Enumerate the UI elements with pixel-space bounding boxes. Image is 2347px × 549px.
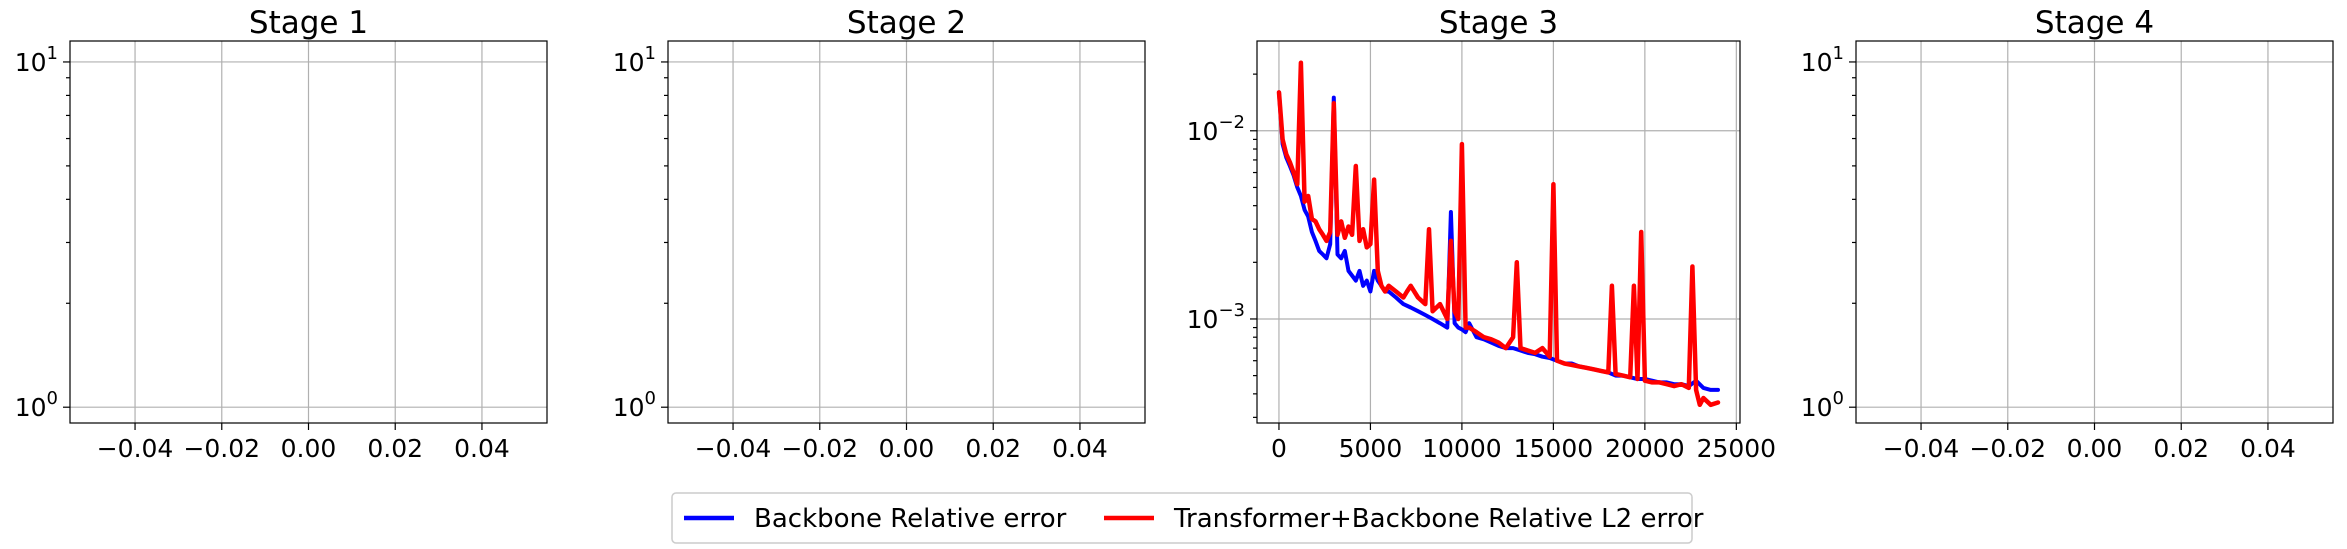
panel-title: Stage 3 [1439,5,1558,41]
x-tick-label: 0 [1271,434,1287,463]
y-tick-label: 100 [613,388,656,422]
x-tick-label: 0.02 [2153,434,2209,463]
panel-stage-2: −0.04 −0.02 0.00 0.02 0.04 100 101 Stage 2 [613,5,1146,463]
y-tick-label: 101 [1801,43,1844,77]
y-tick-label: 101 [15,43,58,77]
x-tick-label: 0.00 [281,434,337,463]
panel-stage-1: −0.04 −0.02 0.00 0.02 0.04 100 101 Stage 1 [15,5,548,463]
x-tick-label: 0.00 [879,434,935,463]
x-tick-label: 25000 [1697,434,1777,463]
x-tick-label: 0.04 [1052,434,1108,463]
legend-label: Backbone Relative error [754,504,1067,534]
panel-stage-4: −0.04 −0.02 0.00 0.02 0.04 100 101 Stage 4 [1801,5,2334,463]
legend-frame [671,492,1693,544]
x-tick-label: 0.02 [965,434,1021,463]
x-tick-label: 0.02 [367,434,423,463]
x-tick-label: −0.02 [781,434,858,463]
y-tick-label: 100 [1801,388,1844,422]
x-tick-label: 0.04 [2240,434,2296,463]
panel-title: Stage 1 [249,5,368,41]
y-tick-label: 10−3 [1187,300,1245,334]
x-tick-label: −0.04 [695,434,772,463]
x-tick-label: 20000 [1605,434,1685,463]
x-tick-label: 0.04 [454,434,510,463]
x-tick-label: 0.00 [2067,434,2123,463]
x-tick-label: 15000 [1514,434,1594,463]
series-transformer-line [1276,60,1721,408]
axes-frame [1256,40,1741,424]
y-tick-label: 100 [15,388,58,422]
legend-label: Transformer+Backbone Relative L2 error [1173,504,1704,534]
x-tick-label: −0.02 [1969,434,2046,463]
x-tick-label: −0.04 [1883,434,1960,463]
x-tick-label: 5000 [1339,434,1403,463]
x-tick-label: 10000 [1422,434,1502,463]
y-tick-label: 10−2 [1187,112,1245,146]
y-tick-label: 101 [613,43,656,77]
legend: Backbone Relative error Transformer+Backb… [671,492,1704,544]
panel-stage-3: 0 5000 10000 15000 20000 25000 10−3 10−2 Stage 3 [1187,5,1776,463]
x-tick-label: −0.02 [183,434,260,463]
x-tick-label: −0.04 [97,434,174,463]
panel-title: Stage 4 [2035,5,2154,41]
panel-title: Stage 2 [847,5,966,41]
